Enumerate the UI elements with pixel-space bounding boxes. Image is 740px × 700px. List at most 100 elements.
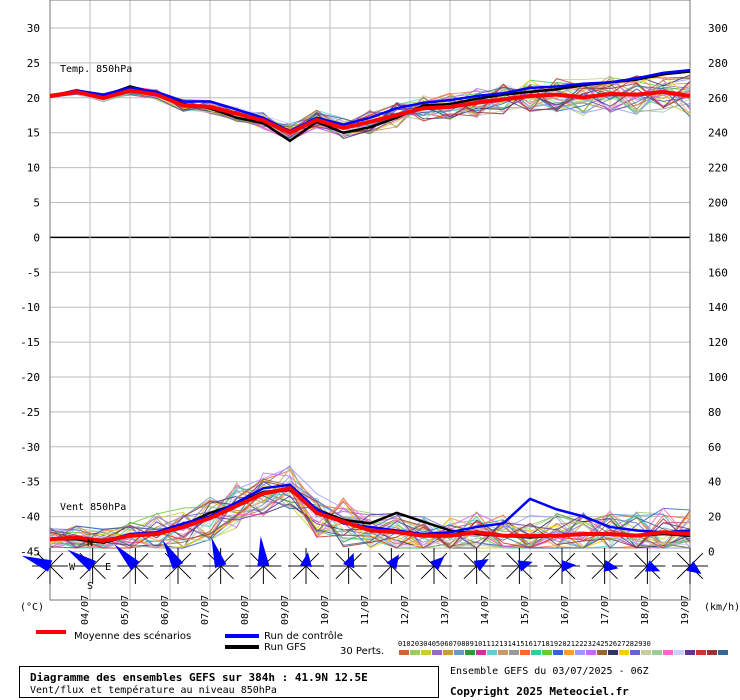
wind-rose-sector [67, 549, 97, 572]
wind-rose [245, 536, 282, 584]
date-tick-label: 19/07 [680, 595, 691, 625]
left-tick-label: 5 [33, 197, 40, 210]
wind-rose [629, 548, 666, 584]
wind-rose [544, 548, 580, 584]
wind-rose-sector [429, 556, 445, 571]
right-tick-label: 300 [708, 22, 728, 35]
left-tick-label: -30 [20, 441, 40, 454]
legend-gfs-label: Run GFS [264, 642, 307, 653]
perturbation-swatch [531, 650, 541, 655]
date-tick-label: 07/07 [200, 595, 211, 625]
wind-rose-sector [114, 544, 140, 571]
legend-control-label: Run de contrôle [264, 631, 343, 642]
date-tick-label: 09/07 [280, 595, 291, 625]
wind-rose [416, 548, 452, 584]
compass-label: S [87, 581, 93, 592]
left-tick-label: 15 [27, 127, 40, 140]
left-tick-label: 20 [27, 92, 40, 105]
wind-series-line [49, 486, 691, 544]
date-tick-label: 13/07 [440, 595, 451, 625]
perturbation-swatch [674, 650, 684, 655]
wind-rose [114, 544, 154, 584]
footer-title-box: Diagramme des ensembles GEFS sur 384h : … [19, 666, 439, 698]
perturbation-swatch [476, 650, 486, 655]
perturbation-swatch [487, 650, 497, 655]
left-tick-label: 10 [27, 162, 40, 175]
perturbation-swatch [597, 650, 607, 655]
perturbation-swatch [696, 650, 706, 655]
left-tick-label: -25 [20, 406, 40, 419]
right-tick-label: 100 [708, 371, 728, 384]
perturbation-swatch [630, 650, 640, 655]
legend-gfs-swatch [225, 645, 259, 649]
right-tick-label: 180 [708, 231, 728, 244]
copyright: Copyright 2025 Meteociel.fr [450, 685, 629, 698]
wind-rose-sector [300, 552, 312, 568]
right-tick-label: 200 [708, 197, 728, 210]
wind-rose-sector [686, 560, 702, 575]
date-tick-label: 18/07 [640, 595, 651, 625]
right-tick-label: 20 [708, 511, 721, 524]
perturbation-numbers: 0102030405060708091011121314151617181920… [398, 640, 651, 648]
legend-mean-label: Moyenne des scénarios [74, 631, 192, 642]
wind-rose-spoke [378, 552, 405, 580]
wind-rose-sector [257, 536, 270, 567]
wind-rose [160, 540, 196, 584]
perturbation-swatch [509, 650, 519, 655]
perturbation-wind-line [49, 495, 691, 549]
perturbations-label: 30 Perts. [340, 646, 385, 657]
date-tick-label: 16/07 [560, 595, 571, 625]
wind-rose [373, 548, 410, 584]
perturbation-swatch [619, 650, 629, 655]
perturbation-swatch [410, 650, 420, 655]
perturbation-swatch [443, 650, 453, 655]
perturbation-swatch [608, 650, 618, 655]
wind-rose [458, 548, 495, 584]
right-tick-label: 240 [708, 127, 728, 140]
left-tick-label: 25 [27, 57, 40, 70]
date-tick-label: 05/07 [120, 595, 131, 625]
wind-rose [288, 548, 324, 584]
date-tick-label: 11/07 [360, 595, 371, 625]
perturbation-swatch [663, 650, 673, 655]
wind-rose-sector [517, 560, 533, 572]
date-tick-label: 14/07 [480, 595, 491, 625]
wind-rose-spoke [79, 552, 106, 580]
wind-rose-spoke [591, 552, 618, 580]
perturbation-swatch [399, 650, 409, 655]
footer-subtitle: Vent/flux et température au niveau 850hP… [30, 685, 277, 696]
wind-rose [330, 548, 367, 584]
compass-label: W [69, 562, 76, 573]
wind-rose-sector [603, 560, 619, 572]
left-tick-label: -5 [27, 266, 40, 279]
left-tick-label: 30 [27, 22, 40, 35]
compass-label: E [105, 562, 111, 573]
perturbation-swatch [432, 650, 442, 655]
wind-rose [586, 548, 623, 584]
left-unit: (°C) [20, 602, 44, 613]
temp-panel-label: Temp. 850hPa [60, 64, 132, 75]
left-tick-label: -35 [20, 476, 40, 489]
wind-rose-sector [644, 560, 661, 572]
wind-rose-sector [21, 555, 53, 572]
date-tick-label: 08/07 [240, 595, 251, 625]
perturbation-wind-line [49, 481, 691, 549]
right-tick-label: 0 [708, 546, 715, 559]
legend-mean-swatch [36, 630, 66, 634]
perturbation-swatch [553, 650, 563, 655]
wind-rose [21, 548, 68, 584]
temp-series-line [49, 88, 691, 135]
temp-series-line [49, 68, 691, 133]
wind-rose-sector [162, 540, 184, 570]
series-lines [49, 68, 691, 545]
wind-rose-sector [386, 554, 400, 570]
perturbation-wind-line [49, 487, 691, 549]
date-tick-label: 12/07 [400, 595, 411, 625]
right-tick-label: 280 [708, 57, 728, 70]
right-unit: (km/h) [704, 602, 740, 613]
date-tick-label: 04/07 [80, 595, 91, 625]
perturbation-swatch [685, 650, 695, 655]
wind-rose [672, 548, 708, 584]
perturbation-swatch [421, 650, 431, 655]
compass-label: N [87, 538, 93, 549]
